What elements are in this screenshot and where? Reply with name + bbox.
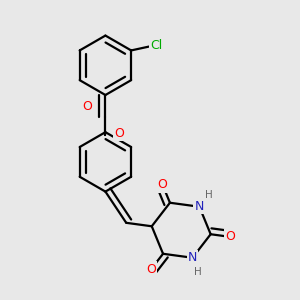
Text: N: N [188, 251, 197, 264]
Text: N: N [195, 200, 204, 213]
Text: H: H [205, 190, 213, 200]
Text: O: O [158, 178, 167, 191]
Text: O: O [146, 262, 156, 276]
Text: Cl: Cl [150, 39, 163, 52]
Text: O: O [225, 230, 235, 243]
Text: O: O [82, 100, 92, 113]
Text: H: H [194, 267, 202, 277]
Text: O: O [114, 127, 124, 140]
